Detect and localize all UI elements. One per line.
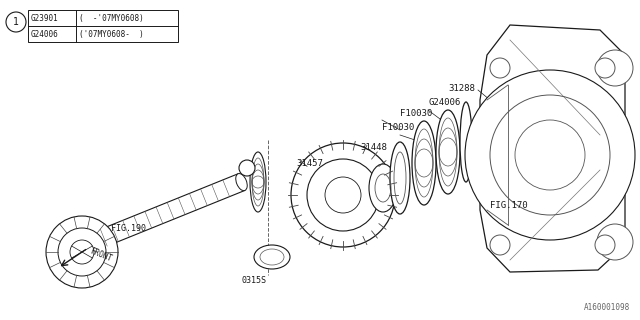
Circle shape <box>595 235 615 255</box>
Ellipse shape <box>460 102 472 182</box>
Circle shape <box>325 177 361 213</box>
Text: FIG.190: FIG.190 <box>111 223 145 233</box>
Ellipse shape <box>412 121 436 205</box>
Text: FIG.170: FIG.170 <box>490 201 527 210</box>
Circle shape <box>58 228 106 276</box>
Circle shape <box>490 58 510 78</box>
Circle shape <box>70 240 94 264</box>
Circle shape <box>6 12 26 32</box>
Ellipse shape <box>250 152 266 212</box>
Polygon shape <box>480 25 625 272</box>
Text: 0315S: 0315S <box>241 276 266 285</box>
Circle shape <box>597 50 633 86</box>
Text: G24006: G24006 <box>31 29 59 38</box>
Text: F10030: F10030 <box>382 123 414 132</box>
Text: 1: 1 <box>13 17 19 27</box>
Polygon shape <box>85 174 245 252</box>
Text: F10030: F10030 <box>400 109 432 118</box>
Text: 31457: 31457 <box>296 159 323 168</box>
Text: A160001098: A160001098 <box>584 303 630 312</box>
Circle shape <box>490 235 510 255</box>
Ellipse shape <box>390 142 410 214</box>
Text: (  -'07MY0608): ( -'07MY0608) <box>79 13 144 22</box>
Text: ('07MY0608-  ): ('07MY0608- ) <box>79 29 144 38</box>
Circle shape <box>307 159 379 231</box>
Circle shape <box>291 143 395 247</box>
Circle shape <box>597 224 633 260</box>
Text: G24006: G24006 <box>428 98 460 107</box>
Ellipse shape <box>436 110 460 194</box>
Circle shape <box>239 160 255 176</box>
Bar <box>28 10 178 42</box>
Circle shape <box>465 70 635 240</box>
Text: G23901: G23901 <box>31 13 59 22</box>
Text: 1: 1 <box>244 164 250 172</box>
Ellipse shape <box>254 245 290 269</box>
Ellipse shape <box>236 173 247 191</box>
Text: 31448: 31448 <box>360 143 387 152</box>
Text: 31288: 31288 <box>448 84 475 92</box>
Circle shape <box>595 58 615 78</box>
Circle shape <box>46 216 118 288</box>
Ellipse shape <box>369 164 397 212</box>
Text: FRONT: FRONT <box>88 246 113 263</box>
